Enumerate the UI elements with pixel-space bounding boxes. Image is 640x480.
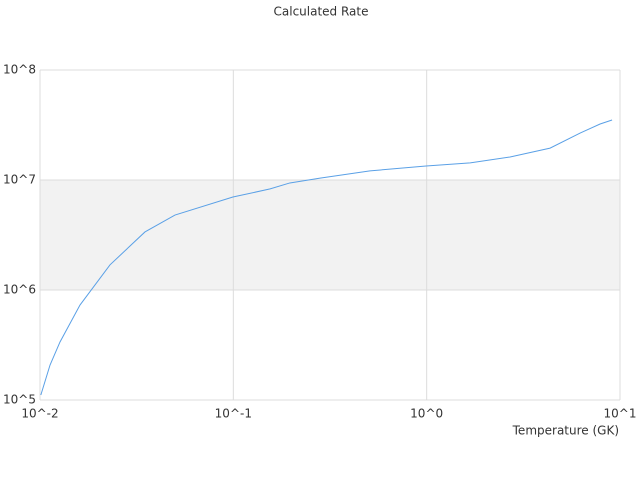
x-tick-label: 10^1 (604, 407, 637, 421)
x-tick-label: 10^0 (410, 407, 443, 421)
x-axis-label: Temperature (GK) (512, 424, 619, 438)
chart-title: Calculated Rate (274, 5, 369, 19)
y-tick-label: 10^6 (3, 283, 36, 297)
y-tick-label: 10^5 (3, 393, 36, 407)
x-tick-label: 10^-2 (21, 407, 58, 421)
x-tick-label: 10^-1 (215, 407, 252, 421)
y-tick-label: 10^8 (3, 63, 36, 77)
data-line (40, 119, 613, 396)
grid-band (40, 180, 620, 290)
y-tick-label: 10^7 (3, 173, 36, 187)
